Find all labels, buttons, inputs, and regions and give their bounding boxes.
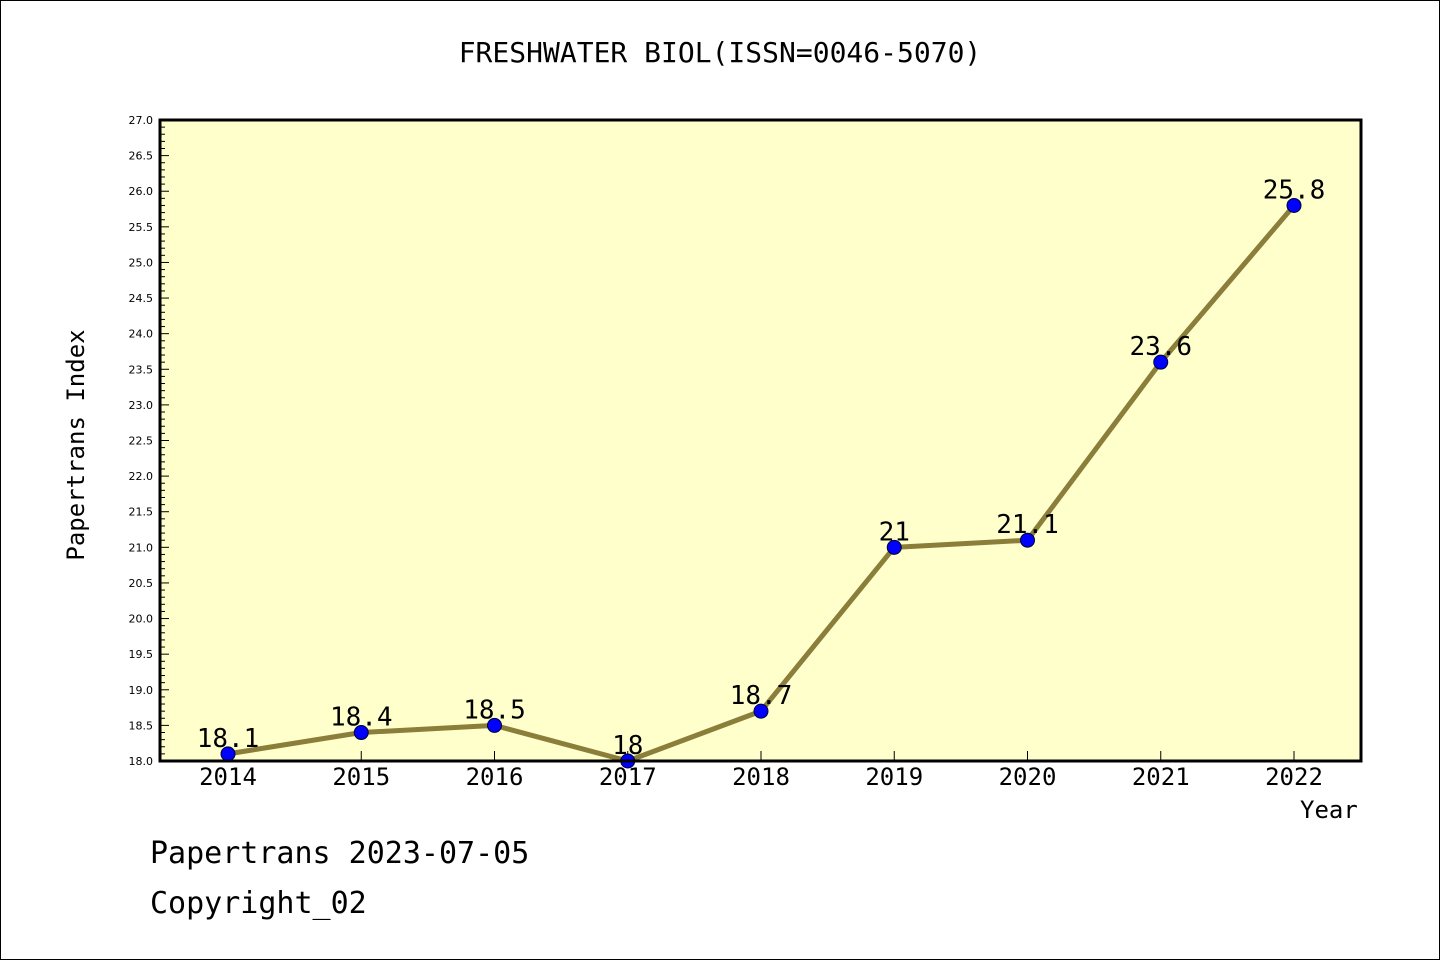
plot-area xyxy=(160,120,1361,761)
y-tick-label: 22.5 xyxy=(129,435,154,448)
y-tick-label: 19.5 xyxy=(129,648,154,661)
y-tick-label: 18.0 xyxy=(129,755,154,768)
y-tick-label: 25.5 xyxy=(129,221,154,234)
data-label: 18.7 xyxy=(730,681,793,711)
x-tick-label: 2021 xyxy=(1132,763,1190,791)
y-tick-label: 25.0 xyxy=(129,256,154,269)
y-tick-label: 24.0 xyxy=(129,328,154,341)
x-tick-label: 2019 xyxy=(865,763,923,791)
data-label: 21 xyxy=(879,517,910,547)
x-tick-label: 2016 xyxy=(466,763,524,791)
data-point xyxy=(886,539,902,555)
plot-border xyxy=(158,118,1363,763)
data-label: 18 xyxy=(612,731,643,761)
y-tick-label: 22.0 xyxy=(129,470,154,483)
x-tick-label: 2020 xyxy=(999,763,1057,791)
footer-copyright: Copyright_02 xyxy=(150,886,367,921)
x-tick-label: 2015 xyxy=(332,763,390,791)
data-label: 18.5 xyxy=(463,695,526,725)
chart-title: FRESHWATER BIOL(ISSN=0046-5070) xyxy=(458,36,982,69)
y-tick-label: 21.5 xyxy=(129,506,154,519)
data-point xyxy=(353,725,369,741)
y-tick-label: 21.0 xyxy=(129,541,154,554)
data-point xyxy=(487,717,502,733)
series-group: 18.1 18.4 18.5 18 18.7 21 21.1 23.6 25.8 xyxy=(197,175,1326,769)
y-tick-label: 18.5 xyxy=(129,719,154,732)
y-tick-label: 26.0 xyxy=(129,185,154,198)
data-point xyxy=(1020,532,1035,548)
x-axis-label: Year xyxy=(1300,796,1358,824)
x-tick-label: 2014 xyxy=(199,763,257,791)
data-point xyxy=(753,703,769,719)
data-label: 25.8 xyxy=(1263,175,1326,205)
data-label: 21.1 xyxy=(996,510,1059,540)
data-label: 18.4 xyxy=(330,703,393,733)
y-tick-label: 27.0 xyxy=(129,114,154,127)
y-tick-label: 23.0 xyxy=(129,399,154,412)
x-tick-label: 2022 xyxy=(1265,763,1323,791)
data-label: 23.6 xyxy=(1129,332,1192,362)
data-point xyxy=(1153,354,1169,370)
footer-date: Papertrans 2023-07-05 xyxy=(150,836,530,871)
y-tick-label: 19.0 xyxy=(129,684,154,697)
x-tick-label: 2018 xyxy=(732,763,790,791)
y-tick-label: 20.0 xyxy=(129,613,154,626)
y-tick-label: 26.5 xyxy=(129,150,154,163)
y-tick-label: 23.5 xyxy=(129,363,154,376)
data-label: 18.1 xyxy=(197,724,260,754)
data-point xyxy=(1286,197,1302,213)
y-tick-label: 20.5 xyxy=(129,577,154,590)
y-tick-label: 24.5 xyxy=(129,292,154,305)
